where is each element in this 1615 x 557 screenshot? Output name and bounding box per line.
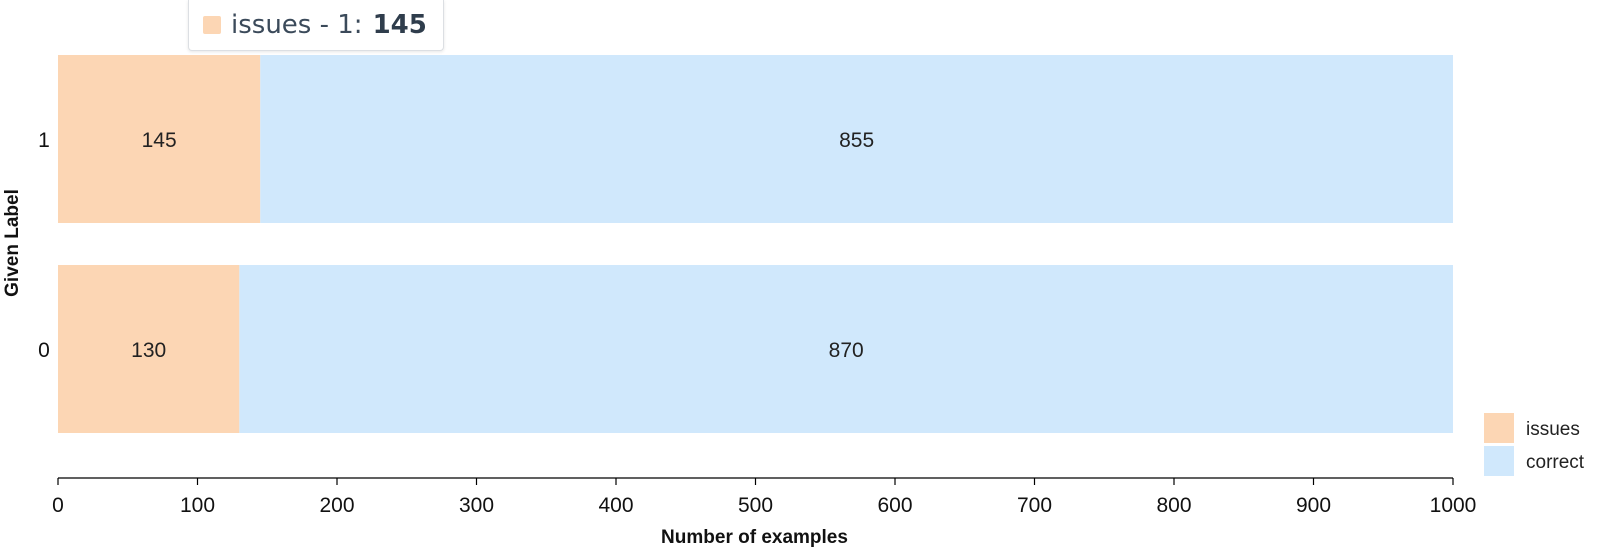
tooltip-value: 145 [372, 10, 427, 40]
tooltip-swatch [203, 16, 221, 34]
x-tick-label-900: 900 [1296, 494, 1331, 517]
x-tick-label-700: 700 [1017, 494, 1052, 517]
x-tick-label-300: 300 [459, 494, 494, 517]
legend-swatch-correct [1484, 446, 1514, 476]
y-axis-title: Given Label [2, 189, 23, 297]
x-tick-label-200: 200 [319, 494, 354, 517]
x-tick-label-400: 400 [598, 494, 633, 517]
bar-correct-1 [260, 55, 1453, 223]
bar-issues-0 [58, 265, 240, 433]
y-tick-label-1: 1 [38, 129, 50, 152]
legend-swatch-issues [1484, 413, 1514, 443]
x-tick-label-600: 600 [877, 494, 912, 517]
x-tick-label-100: 100 [180, 494, 215, 517]
legend-label-issues: issues [1526, 419, 1580, 440]
tooltip-label: issues - 1: [231, 10, 363, 40]
data-label-correct-1: 855 [839, 129, 874, 152]
bar-correct-0 [239, 265, 1454, 433]
x-tick-label-800: 800 [1156, 494, 1191, 517]
x-tick-label-1000: 1000 [1430, 494, 1477, 517]
x-axis-title: Number of examples [661, 527, 848, 548]
data-label-issues-0: 130 [131, 339, 166, 362]
x-tick-label-500: 500 [738, 494, 773, 517]
data-label-correct-0: 870 [829, 339, 864, 362]
legend-label-correct: correct [1526, 452, 1585, 473]
y-tick-label-0: 0 [38, 339, 50, 362]
data-label-issues-1: 145 [142, 129, 177, 152]
hover-tooltip: issues - 1: 145 [188, 0, 444, 51]
x-tick-label-0: 0 [52, 494, 64, 517]
bar-issues-1 [58, 55, 261, 223]
